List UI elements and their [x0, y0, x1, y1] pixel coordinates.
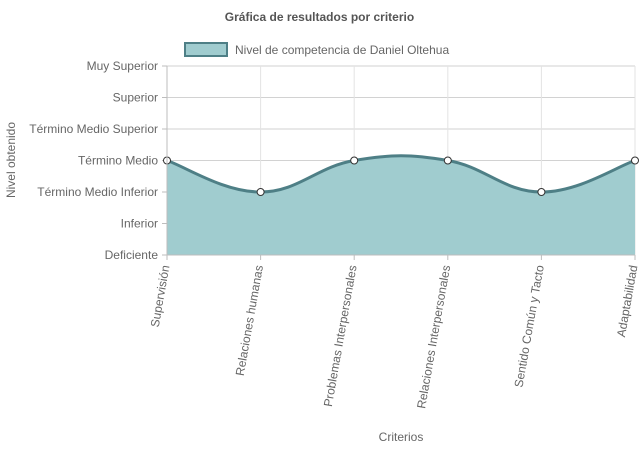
data-point	[537, 188, 546, 196]
y-tick-label: Deficiente	[105, 248, 159, 262]
x-axis-title: Criterios	[379, 430, 424, 444]
x-tick-label: Problemas Interpersonales	[321, 264, 360, 408]
legend-label: Nivel de competencia de Daniel Oltehua	[235, 42, 450, 57]
chart-legend[interactable]: Nivel de competencia de Daniel Oltehua	[184, 42, 449, 57]
x-tick-label: Sentido Común y Tacto	[512, 264, 547, 389]
legend-swatch	[184, 42, 228, 57]
y-tick-label: Muy Superior	[87, 59, 158, 73]
y-tick-label: Término Medio Inferior	[37, 185, 158, 199]
data-point	[631, 156, 639, 165]
x-tick-label: Supervisión	[148, 264, 173, 328]
y-tick-label: Inferior	[121, 217, 158, 231]
x-tick-label: Relaciones humanas	[233, 264, 266, 377]
x-tick-label: Relaciones Interpersonales	[414, 264, 453, 410]
series-area	[167, 155, 635, 255]
y-tick-label: Superior	[113, 91, 158, 105]
data-point	[350, 156, 359, 165]
y-axis-title: Nivel obtenido	[4, 122, 18, 198]
series-line	[166, 154, 636, 194]
y-tick-label: Término Medio	[78, 154, 158, 168]
x-tick-label: Adaptabilidad	[614, 264, 639, 338]
data-point	[256, 188, 265, 196]
data-point	[443, 156, 452, 165]
chart-title: Gráfica de resultados por criterio	[224, 10, 415, 24]
y-tick-label: Término Medio Superior	[29, 122, 158, 136]
